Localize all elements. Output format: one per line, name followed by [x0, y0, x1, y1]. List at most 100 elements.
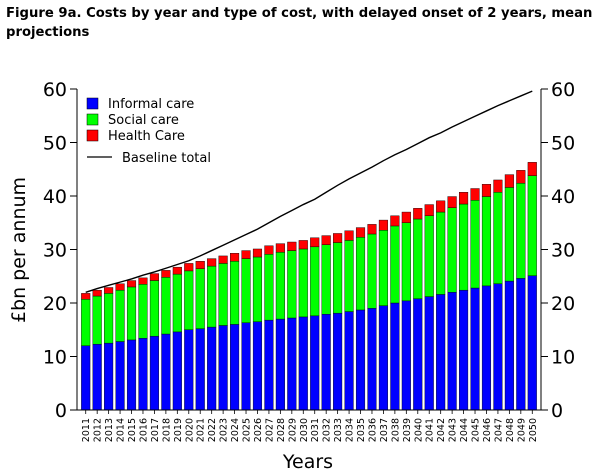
x-tick-label-2039: 2039 [402, 418, 413, 442]
x-tick-label-2021: 2021 [196, 418, 207, 442]
bar-informal-care-2017 [149, 335, 159, 411]
bar-social-care-2028 [275, 251, 285, 320]
bar-health-care-2012 [92, 289, 102, 297]
x-tick-label-2037: 2037 [379, 418, 390, 442]
bar-health-care-2016 [138, 277, 148, 285]
x-tick-label-2015: 2015 [127, 418, 138, 442]
bar-informal-care-2024 [230, 324, 240, 411]
bar-health-care-2036 [367, 224, 377, 235]
bar-informal-care-2050 [527, 275, 537, 411]
bar-social-care-2023 [218, 263, 228, 326]
bar-social-care-2015 [126, 286, 137, 341]
bar-health-care-2041 [424, 204, 434, 216]
bar-health-care-2027 [264, 245, 274, 255]
x-tick-label-2032: 2032 [322, 418, 333, 442]
bar-social-care-2047 [493, 192, 503, 284]
bar-informal-care-2019 [172, 331, 182, 411]
bar-informal-care-2044 [459, 289, 469, 411]
bar-health-care-2028 [275, 243, 285, 253]
x-tick-label-2031: 2031 [310, 418, 321, 442]
bar-social-care-2050 [527, 175, 537, 276]
x-tick-label-2049: 2049 [516, 418, 527, 442]
bar-informal-care-2047 [493, 283, 503, 411]
bar-informal-care-2029 [287, 317, 297, 411]
bar-health-care-2034 [344, 230, 354, 241]
bar-social-care-2045 [470, 200, 480, 289]
bars-layer [81, 162, 537, 411]
bar-social-care-2011 [81, 299, 91, 346]
x-tick-label-2033: 2033 [333, 418, 344, 442]
bar-informal-care-2034 [344, 311, 354, 411]
bar-social-care-2046 [481, 196, 492, 287]
bar-health-care-2021 [195, 261, 205, 269]
bar-social-care-2030 [298, 248, 308, 318]
bar-social-care-2041 [424, 215, 434, 297]
bar-social-care-2037 [378, 230, 388, 306]
y-tick-label-right: 0 [551, 400, 563, 422]
x-tick-label-2024: 2024 [230, 418, 241, 442]
x-tick-label-2044: 2044 [459, 418, 470, 442]
x-tick-label-2019: 2019 [173, 418, 184, 442]
bar-informal-care-2015 [126, 339, 137, 411]
baseline-line-layer [85, 90, 533, 293]
bar-social-care-2031 [310, 246, 320, 317]
legend-swatch-social-care [86, 113, 99, 126]
x-tick-label-2020: 2020 [184, 418, 195, 442]
bar-health-care-2047 [493, 179, 503, 193]
bar-health-care-2038 [390, 215, 400, 227]
y-tick-label-right: 20 [551, 293, 575, 315]
x-tick-label-2038: 2038 [390, 418, 401, 442]
bar-social-care-2035 [355, 236, 366, 311]
bar-health-care-2023 [218, 255, 228, 264]
bar-informal-care-2031 [310, 315, 320, 411]
x-tick-label-2017: 2017 [150, 418, 161, 442]
bar-social-care-2014 [115, 289, 125, 342]
bar-health-care-2037 [378, 219, 388, 231]
bar-social-care-2020 [184, 270, 194, 330]
legend-swatch-informal-care [86, 97, 99, 110]
y-tick-label-left: 20 [43, 293, 67, 315]
x-tick-label-2050: 2050 [528, 418, 539, 442]
x-tick-label-2013: 2013 [104, 418, 115, 442]
y-tick-label-right: 10 [551, 347, 575, 369]
bar-informal-care-2035 [355, 309, 366, 411]
bar-social-care-2038 [390, 225, 400, 304]
y-tick-label-left: 50 [43, 133, 67, 155]
bar-health-care-2048 [504, 174, 514, 188]
legend-label-informal-care: Informal care [108, 97, 194, 112]
x-tick-label-2047: 2047 [493, 418, 504, 442]
bar-health-care-2050 [527, 162, 537, 176]
bar-social-care-2026 [252, 256, 263, 322]
bar-social-care-2018 [161, 277, 171, 335]
bar-health-care-2022 [207, 258, 217, 267]
x-tick-label-2036: 2036 [367, 418, 378, 442]
bar-informal-care-2045 [470, 287, 480, 411]
bar-health-care-2015 [126, 280, 137, 288]
legend-label-social-care: Social care [108, 113, 179, 128]
y-tick-label-left: 40 [43, 186, 67, 208]
bar-health-care-2019 [172, 266, 182, 275]
bar-social-care-2048 [504, 187, 514, 282]
bar-health-care-2045 [470, 188, 480, 201]
bar-informal-care-2032 [321, 314, 331, 411]
bar-health-care-2032 [321, 235, 331, 245]
bar-health-care-2042 [436, 200, 446, 213]
bar-health-care-2031 [310, 237, 320, 248]
x-tick-label-2029: 2029 [287, 418, 298, 442]
x-tick-label-2040: 2040 [413, 418, 424, 442]
bar-social-care-2049 [516, 182, 526, 279]
bar-social-care-2016 [138, 284, 148, 339]
x-tick-label-2025: 2025 [242, 418, 253, 442]
bar-health-care-2017 [149, 273, 159, 281]
bar-health-care-2043 [447, 196, 457, 208]
x-tick-label-2022: 2022 [207, 418, 218, 442]
baseline-total-line [85, 90, 533, 293]
y-tick-label-right: 30 [551, 240, 575, 262]
bar-informal-care-2030 [298, 316, 308, 411]
bar-informal-care-2012 [92, 343, 102, 411]
bar-social-care-2040 [413, 218, 423, 299]
bar-informal-care-2037 [378, 305, 388, 411]
bar-social-care-2021 [195, 268, 205, 329]
y-tick-label-right: 50 [551, 133, 575, 155]
